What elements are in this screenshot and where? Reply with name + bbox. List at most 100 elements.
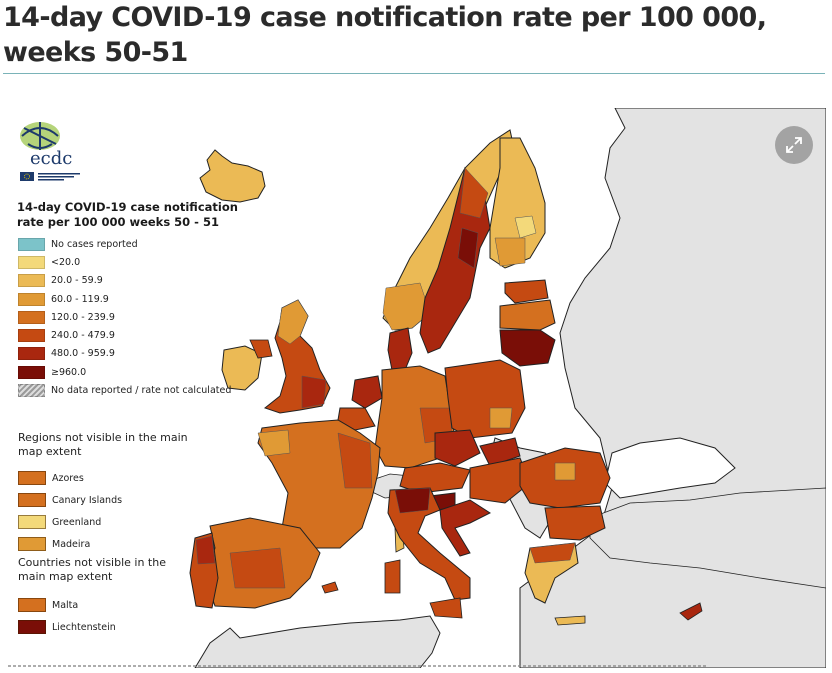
legend-title: 14-day COVID-19 case notification rate p… [17,200,238,229]
legend-item: ≥960.0 [18,363,231,381]
ecdc-globe-icon: ecdc [20,122,80,181]
croatia [439,499,492,557]
legend-label: No cases reported [51,238,138,250]
legend-swatch [18,310,45,324]
slovakia [479,437,521,467]
expand-arrows-icon [786,137,802,153]
legend-item: 120.0 - 239.9 [18,308,231,326]
non-eu-land-east [519,108,826,668]
sweden-central [457,227,479,269]
legend-swatch [18,329,45,343]
title-divider [3,73,825,74]
legend-swatch [18,347,45,361]
ecdc-logo-text: ecdc [30,148,72,169]
legend-label: 120.0 - 239.9 [51,311,115,323]
region-item: Madeira [18,533,122,555]
legend-label: 480.0 - 959.9 [51,348,115,360]
austria [399,462,471,494]
legend-label: ≥960.0 [51,366,87,378]
balearic-islands [321,581,339,594]
ireland [221,345,263,391]
non-eu-turkey [589,487,826,589]
norway-south [382,282,431,331]
portugal-north [195,535,216,565]
uk-southeast [301,375,327,409]
region-item: Azores [18,467,122,489]
page-title: 14-day COVID-19 case notification rate p… [3,2,767,68]
region-swatch [18,493,46,507]
denmark [387,327,413,371]
poland-region [489,407,513,429]
legend-item: 20.0 - 59.9 [18,272,231,290]
legend-swatch [18,274,45,288]
hungary [469,457,531,504]
estonia [504,279,549,304]
legend-swatch [18,237,45,251]
country-swatch [18,598,46,612]
countries-not-visible-heading: Countries not visible in the main map ex… [18,556,166,583]
map-figure[interactable]: ecdc 14-day COVID-19 case notification r… [0,108,826,668]
legend-label: 20.0 - 59.9 [51,275,103,287]
region-item: Greenland [18,511,122,533]
cyprus [679,602,703,621]
region-swatch [18,471,46,485]
legend-item: No cases reported [18,235,231,253]
legend-item: <20.0 [18,253,231,271]
legend-swatch [18,255,45,269]
country-item: Malta [18,594,116,616]
regions-not-visible-heading: Regions not visible in the main map exte… [18,431,188,458]
iceland [199,149,266,203]
attribution-strip [8,665,708,668]
italy [387,487,471,601]
sicily [429,597,463,619]
country-label: Liechtenstein [52,621,116,633]
finland-south [494,237,526,267]
region-swatch [18,515,46,529]
spain-central [229,547,286,589]
legend-item: 60.0 - 119.9 [18,290,231,308]
greece-north [529,542,576,564]
legend-label: <20.0 [51,256,81,268]
region-swatch [18,537,46,551]
bulgaria [544,505,606,541]
region-label: Madeira [52,538,91,550]
region-label: Greenland [52,516,102,528]
black-sea [604,437,736,499]
sardinia [384,559,401,594]
czechia [434,429,481,467]
europe-map [189,108,826,668]
legend-item: No data reported / rate not calculated [18,381,231,399]
country-item: Liechtenstein [18,616,116,638]
expand-map-button[interactable] [775,126,813,164]
country-label: Malta [52,599,79,611]
belgium [337,407,376,431]
legend-swatch [18,365,45,379]
regions-not-visible-list: Azores Canary Islands Greenland Madeira [18,467,122,555]
region-label: Azores [52,472,84,484]
france-east [337,432,373,489]
legend-label: 60.0 - 119.9 [51,293,109,305]
country-swatch [18,620,46,634]
countries-not-visible-list: Malta Liechtenstein [18,594,116,638]
region-label: Canary Islands [52,494,123,506]
legend-label: 240.0 - 479.9 [51,330,115,342]
legend-label: No data reported / rate not calculated [51,385,232,397]
scotland [277,299,309,345]
netherlands [351,375,383,409]
italy-north [394,487,431,514]
lithuania [499,329,556,367]
legend: No cases reported <20.0 20.0 - 59.9 60.0… [18,235,231,400]
legend-item: 480.0 - 959.9 [18,345,231,363]
crete [554,615,586,626]
legend-swatch [18,292,45,306]
region-item: Canary Islands [18,489,122,511]
northern-ireland [249,339,273,359]
poland [444,359,526,439]
sweden-north [459,167,489,219]
romania-region [554,462,576,481]
finland-lake [514,215,537,239]
legend-swatch-hatched [18,384,45,398]
legend-item: 240.0 - 479.9 [18,326,231,344]
non-eu-land-africa [194,615,441,668]
ecdc-logo: ecdc [14,116,98,188]
